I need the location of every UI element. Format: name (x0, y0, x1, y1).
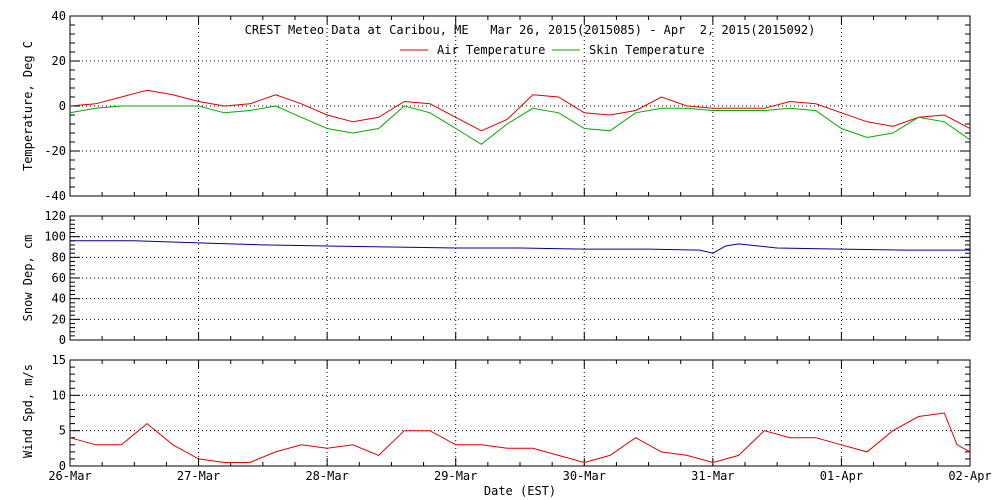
snow-depth-axis-label: Snow Dep, cm (21, 235, 35, 322)
series-line-2-0 (69, 412, 971, 464)
legend-air-label: Air Temperature (437, 43, 545, 57)
wind-speed-axis-label: Wind Spd, m/s (21, 364, 35, 458)
temperature-panel: -40 -20 0 20 40 (44, 9, 971, 203)
y-tick-label: -40 (44, 189, 66, 203)
x-tick-label: 29-Mar (434, 469, 477, 483)
series-line-1-0 (70, 240, 970, 254)
legend: Air Temperature Skin Temperature (400, 43, 705, 57)
x-tick-label: 28-Mar (305, 469, 348, 483)
temperature-axis-label: Temperature, Deg C (21, 41, 35, 171)
wind-speed-panel: 0 5 10 15 26-Mar 27-Mar 28-Mar 29-Mar 30-Mar 31-M… (48, 353, 991, 483)
y-tick-label: 40 (52, 292, 66, 306)
x-tick-label: 26-Mar (48, 469, 91, 483)
y-tick-label: 5 (59, 424, 66, 438)
y-tick-label: 100 (44, 230, 66, 244)
y-tick-label: 80 (52, 250, 66, 264)
y-tick-label: 40 (52, 9, 66, 23)
x-axis-label: Date (EST) (484, 484, 556, 498)
y-tick-label: 120 (44, 209, 66, 223)
x-tick-label: 01-Apr (820, 469, 863, 483)
y-tick-label: 60 (52, 271, 66, 285)
y-tick-label: 0 (59, 99, 66, 113)
series-line-0-1 (69, 105, 971, 145)
y-tick-label: 20 (52, 312, 66, 326)
y-tick-label: 0 (59, 459, 66, 473)
y-tick-label: 0 (59, 333, 66, 347)
series-line-0-0 (69, 89, 971, 132)
x-tick-label: 30-Mar (563, 469, 606, 483)
x-tick-label: 27-Mar (177, 469, 220, 483)
plot-frame (69, 359, 971, 467)
y-tick-label: -20 (44, 144, 66, 158)
y-tick-label: 10 (52, 388, 66, 402)
legend-skin-label: Skin Temperature (589, 43, 705, 57)
snow-depth-panel: 0 20 40 60 80 100 120 (44, 209, 971, 347)
y-tick-label: 15 (52, 353, 66, 367)
y-tick-label: 20 (52, 54, 66, 68)
x-tick-label: 02-Apr (948, 469, 991, 483)
x-tick-label: 31-Mar (691, 469, 734, 483)
chart-title: CREST Meteo Data at Caribou, ME Mar 26, … (245, 23, 816, 37)
